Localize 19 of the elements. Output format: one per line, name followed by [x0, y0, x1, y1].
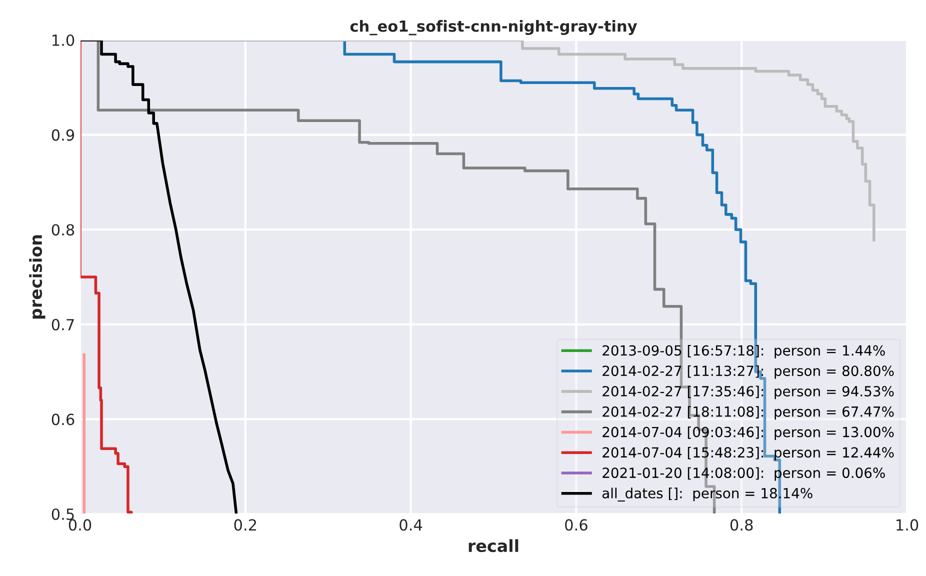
x-tick-label: 0.0 — [68, 519, 92, 531]
y-tick-label: 0.9 — [52, 129, 74, 141]
legend-label: 2014-07-04 [09:03:46]: person = 13.00% — [602, 426, 894, 440]
legend-label: 2014-02-27 [18:11:08]: person = 67.47% — [602, 406, 894, 420]
legend-label: 2014-02-27 [17:35:46]: person = 94.53% — [602, 386, 894, 400]
x-tick-label: 1.0 — [896, 519, 918, 531]
y-tick-label: 0.8 — [52, 224, 74, 236]
y-axis-title: precision — [29, 235, 46, 319]
y-tick-label: 1.0 — [52, 34, 74, 46]
y-tick-label: 0.6 — [52, 414, 74, 426]
x-tick-label: 0.8 — [730, 519, 753, 531]
x-tick-label: 0.4 — [400, 519, 422, 531]
x-tick-label: 0.2 — [234, 519, 256, 531]
x-axis-title: recall — [468, 539, 518, 552]
legend-label: 2014-07-04 [15:48:23]: person = 12.44% — [602, 446, 894, 460]
chart-title: ch_eo1_sofist-cnn-night-gray-tiny — [350, 20, 638, 36]
y-tick-label: 0.5 — [52, 508, 74, 520]
x-tick-label: 0.6 — [565, 519, 588, 531]
y-tick-label: 0.7 — [52, 318, 74, 330]
